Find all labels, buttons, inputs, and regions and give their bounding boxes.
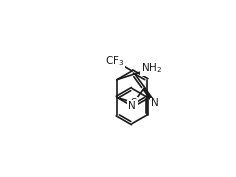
Text: N: N [128,101,136,111]
Text: S: S [130,98,137,108]
Text: NH$_2$: NH$_2$ [140,62,162,76]
Text: CF$_3$: CF$_3$ [105,54,124,68]
Text: N: N [151,98,159,109]
